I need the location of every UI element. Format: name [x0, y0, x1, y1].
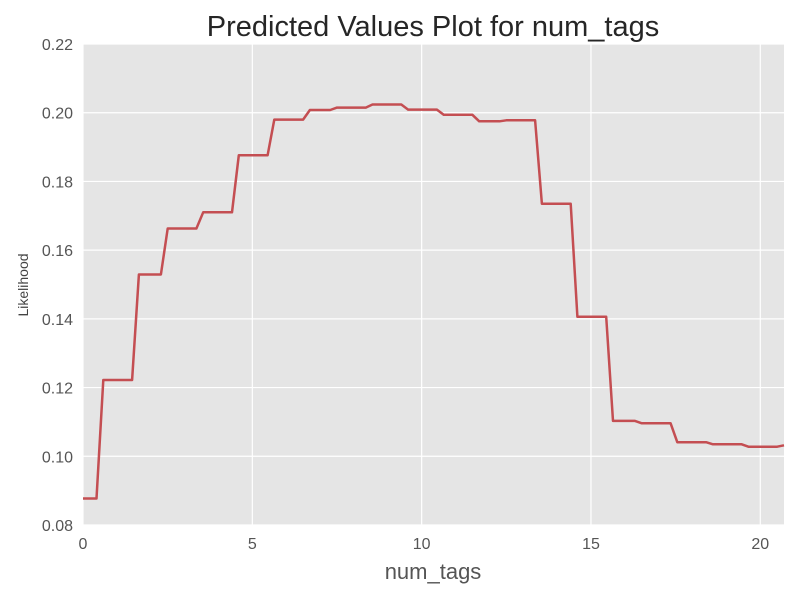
x-axis-label: num_tags	[385, 559, 482, 584]
x-tick-label: 0	[79, 536, 88, 553]
y-tick-label: 0.12	[42, 381, 73, 398]
y-tick-label: 0.22	[42, 37, 73, 54]
series-group	[83, 103, 785, 500]
y-tick-label: 0.08	[42, 518, 73, 535]
y-axis-label: Likelihood	[15, 253, 31, 316]
y-tick-label: 0.10	[42, 449, 73, 466]
y-tick-label: 0.20	[42, 106, 73, 123]
series-line-likelihood	[83, 103, 785, 500]
y-tick-label: 0.14	[42, 312, 73, 329]
chart-title: Predicted Values Plot for num_tags	[207, 11, 659, 43]
x-tick-label: 5	[248, 536, 257, 553]
y-tick-label: 0.16	[42, 243, 73, 260]
y-tick-label: 0.18	[42, 174, 73, 191]
y-tick-labels: 0.08 0.10 0.12 0.14 0.16 0.18 0.20 0.22	[42, 37, 73, 535]
x-tick-label: 15	[582, 536, 600, 553]
x-tick-labels: 0 5 10 15 20	[79, 536, 770, 553]
plot-area	[83, 44, 784, 525]
x-tick-label: 10	[413, 536, 431, 553]
x-tick-label: 20	[751, 536, 769, 553]
grid-lines	[82, 43, 784, 526]
